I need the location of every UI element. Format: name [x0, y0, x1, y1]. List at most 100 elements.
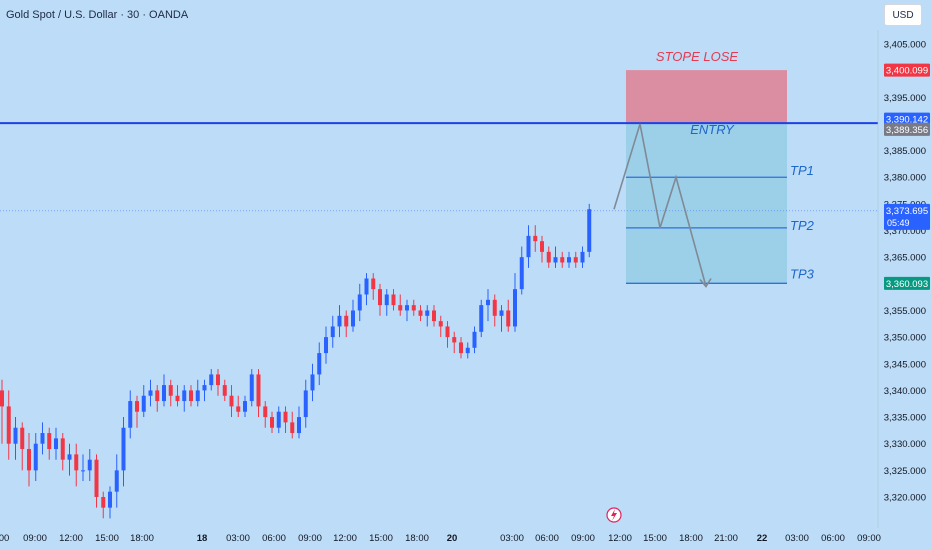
price-tick-label: 3,395.000	[884, 93, 926, 104]
candle-up	[33, 443, 38, 471]
currency-button[interactable]: USD	[884, 4, 922, 26]
time-axis-ticks: 00 09:00 12:00 15:00 18:00 18 03:00 06:00 09:00 1…	[0, 533, 881, 544]
candle-down	[101, 497, 106, 508]
candle-up	[526, 235, 531, 258]
price-badge-current	[884, 203, 930, 230]
candle-up	[303, 390, 308, 418]
time-tick-label: 12:00	[59, 533, 83, 544]
candle-down	[189, 390, 193, 402]
candle-up	[479, 305, 484, 332]
candle-down	[283, 411, 288, 423]
chart-title: Gold Spot / U.S. Dollar · 30 · OANDA	[6, 9, 189, 21]
price-tick-label: 3,370.000	[884, 226, 926, 237]
candle-down	[378, 289, 382, 306]
price-tick-label: 3,380.000	[884, 173, 926, 184]
candle-up	[148, 390, 153, 396]
candle-up	[519, 257, 524, 290]
candle-up	[54, 438, 58, 450]
price-tick-label: 3,365.000	[884, 253, 926, 264]
candle-up	[202, 385, 207, 391]
candle-down	[222, 385, 227, 396]
candle-up	[128, 401, 133, 428]
candle-down	[438, 321, 443, 327]
candle-down	[540, 241, 544, 252]
candle-down	[135, 401, 139, 412]
price-badge-text-stop: 3,400.099	[886, 66, 928, 77]
candle-down	[6, 406, 11, 444]
candle-down	[175, 395, 180, 402]
time-tick-label: 22	[757, 533, 768, 544]
stop-loss-zone	[626, 70, 787, 124]
candle-down	[398, 305, 403, 311]
price-tick-label: 3,385.000	[884, 146, 926, 157]
price-badge-countdown: 05:49	[887, 218, 910, 228]
time-axis-panel	[0, 528, 932, 550]
candle-down	[492, 299, 497, 316]
candle-up	[425, 310, 430, 316]
candle-up	[405, 305, 409, 311]
candle-down	[168, 385, 173, 396]
candle-up	[486, 299, 490, 306]
candle-down	[391, 294, 396, 306]
candle-up	[351, 310, 355, 327]
time-tick-label: 18:00	[679, 533, 703, 544]
candle-up	[108, 491, 112, 508]
candle-up	[472, 331, 477, 348]
candle-down	[459, 342, 463, 354]
price-badge-grey	[884, 122, 930, 136]
candle-down	[573, 257, 578, 263]
time-tick-label: 12:00	[333, 533, 357, 544]
time-tick-label: 03:00	[500, 533, 524, 544]
event-marker-icon[interactable]	[606, 507, 622, 523]
candle-down	[256, 374, 261, 407]
price-badge-text-target: 3,360.093	[886, 279, 928, 290]
price-tick-label: 3,355.000	[884, 306, 926, 317]
price-badge-text-grey: 3,389.356	[886, 125, 928, 136]
candle-up	[249, 374, 254, 402]
price-badge-target	[884, 276, 930, 290]
time-tick-label: 12:00	[608, 533, 632, 544]
time-tick-label: 06:00	[821, 533, 845, 544]
candle-up	[553, 257, 558, 263]
candle-down	[432, 310, 436, 322]
price-tick-label: 3,320.000	[884, 493, 926, 504]
projection-arrowhead	[699, 278, 712, 288]
candle-down	[74, 454, 79, 471]
candle-up	[587, 209, 592, 252]
candle-down	[94, 459, 99, 497]
price-tick-label: 3,405.000	[884, 40, 926, 51]
price-badge-text-current: 3,373.695	[886, 206, 928, 217]
time-tick-label: 00	[0, 533, 9, 544]
price-badge-text-entry: 3,390.142	[886, 115, 928, 126]
candle-up	[114, 470, 119, 492]
candle-up	[67, 454, 72, 460]
candle-up	[364, 278, 369, 295]
time-tick-label: 18	[197, 533, 208, 544]
candle-up	[87, 459, 92, 471]
candles-group	[0, 203, 592, 519]
candle-up	[13, 427, 18, 444]
candle-down	[546, 251, 551, 263]
candle-down	[60, 438, 65, 460]
candle-down	[290, 422, 295, 434]
candle-down	[533, 235, 538, 242]
candle-up	[195, 390, 200, 402]
candle-down	[229, 395, 234, 407]
price-badge-entry	[884, 112, 930, 126]
time-tick-label: 15:00	[369, 533, 393, 544]
candle-up	[182, 390, 187, 402]
price-tick-label: 3,325.000	[884, 466, 926, 477]
time-tick-label: 18:00	[405, 533, 429, 544]
candle-up	[357, 294, 362, 311]
candle-up	[121, 427, 126, 471]
candle-down	[47, 433, 52, 450]
time-tick-label: 09:00	[857, 533, 881, 544]
annotation-tp3: TP3	[790, 266, 815, 281]
candle-up	[243, 401, 247, 412]
candle-down	[20, 427, 25, 450]
time-tick-label: 09:00	[571, 533, 595, 544]
candle-up	[317, 353, 322, 375]
price-tick-label: 3,350.000	[884, 333, 926, 344]
time-tick-label: 09:00	[23, 533, 47, 544]
